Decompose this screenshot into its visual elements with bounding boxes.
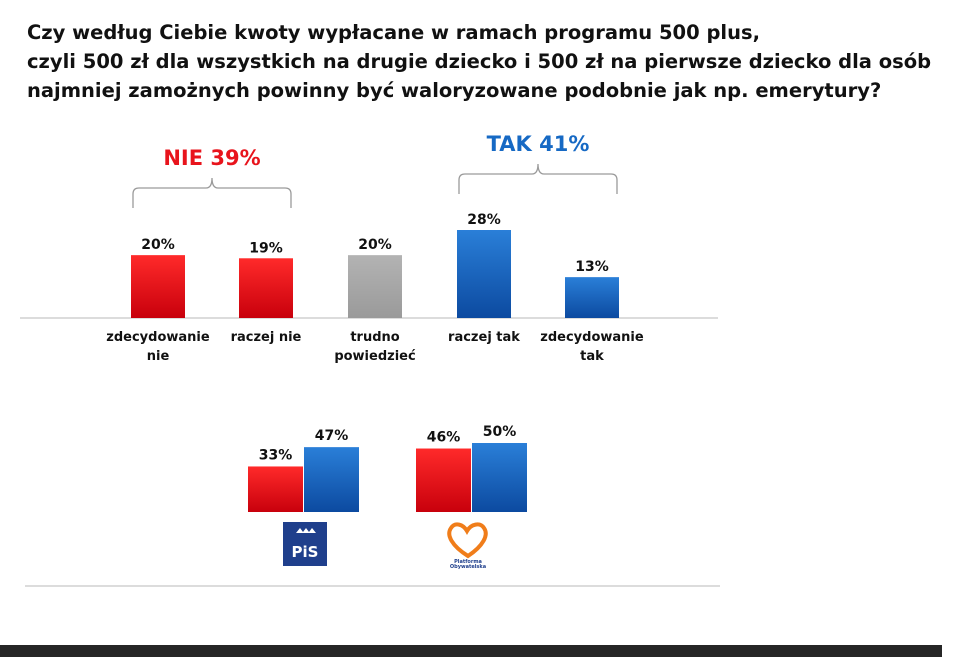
top-bar-chart: 20% zdecydowanie nie 19% raczej nie 20% trudno… bbox=[20, 132, 718, 364]
eagle-icon bbox=[296, 528, 316, 533]
po-logo-text-1: Obywatelska bbox=[450, 564, 486, 570]
party-bar-0-0 bbox=[248, 466, 303, 512]
group-brace-1 bbox=[458, 163, 618, 194]
question-line-2: czyli 500 zł dla wszystkich na drugie dz… bbox=[27, 50, 932, 73]
category-label-0-0: zdecydowanie bbox=[106, 330, 210, 345]
party-value-label-0-0: 33% bbox=[259, 447, 293, 463]
group-label-1: TAK 41% bbox=[487, 132, 590, 156]
category-label-4-0: zdecydowanie bbox=[540, 330, 644, 345]
pis-logo-square bbox=[283, 522, 327, 566]
category-label-0-1: nie bbox=[147, 349, 170, 364]
heart-icon bbox=[447, 522, 488, 559]
category-label-2-1: powiedzieć bbox=[334, 349, 416, 364]
question-title: Czy według Ciebie kwoty wypłacane w rama… bbox=[27, 18, 932, 105]
category-label-2-0: trudno bbox=[350, 330, 399, 345]
value-label-2: 20% bbox=[358, 237, 392, 253]
question-line-3: najmniej zamożnych powinny być waloryzow… bbox=[27, 79, 882, 102]
party-value-label-0-1: 47% bbox=[315, 428, 349, 444]
bar-4 bbox=[565, 277, 619, 318]
party-value-label-1-1: 50% bbox=[483, 424, 517, 440]
value-label-1: 19% bbox=[249, 240, 283, 256]
value-label-4: 13% bbox=[575, 259, 609, 275]
bar-1 bbox=[239, 258, 293, 318]
party-bar-1-0 bbox=[416, 448, 471, 512]
category-label-3-0: raczej tak bbox=[448, 330, 520, 345]
party-bar-0-1 bbox=[304, 447, 359, 512]
value-label-0: 20% bbox=[141, 237, 175, 253]
category-label-1-0: raczej nie bbox=[231, 330, 302, 345]
pis-logo-text: PiS bbox=[292, 543, 319, 561]
bottom-strip-corner bbox=[942, 645, 960, 657]
group-brace-0 bbox=[132, 177, 292, 208]
party-bar-1-1 bbox=[472, 443, 527, 512]
pis-logo: PiS bbox=[283, 522, 327, 566]
bottom-strip bbox=[0, 645, 942, 657]
party-value-label-1-0: 46% bbox=[427, 430, 461, 446]
po-logo-text-0: Platforma bbox=[454, 559, 482, 565]
question-line-1: Czy według Ciebie kwoty wypłacane w rama… bbox=[27, 21, 761, 44]
value-label-3: 28% bbox=[467, 212, 501, 228]
bar-2 bbox=[348, 255, 402, 318]
category-label-4-1: tak bbox=[580, 349, 604, 364]
group-label-0: NIE 39% bbox=[163, 146, 260, 170]
bar-0 bbox=[131, 255, 185, 318]
bar-3 bbox=[457, 230, 511, 318]
